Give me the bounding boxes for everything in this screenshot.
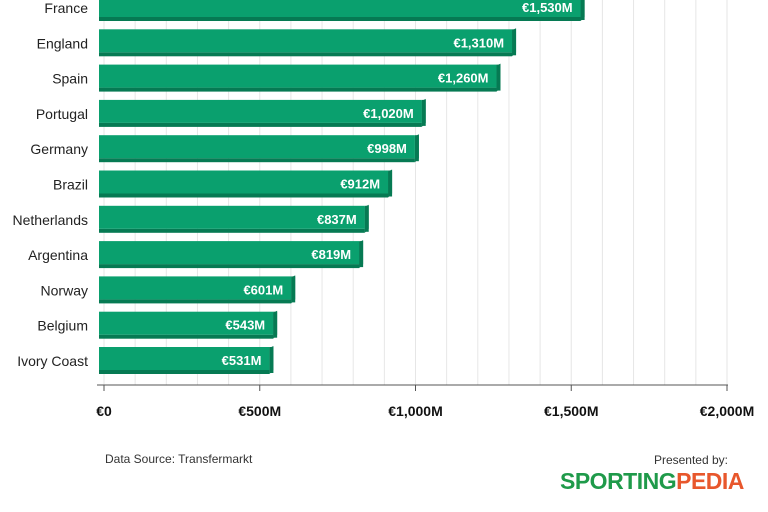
category-label: Brazil [53,177,88,193]
bar-side [414,135,419,162]
bar [99,276,292,300]
value-label: €998M [367,141,407,156]
bar-bottom [99,228,365,233]
bar-bottom [99,370,270,374]
bar-bottom [99,193,389,198]
category-label: Argentina [28,247,88,263]
value-label: €1,310M [453,35,504,50]
x-tick-label: €500M [238,403,281,419]
x-tick-label: €1,500M [544,403,598,419]
bar [99,170,389,194]
bar-bottom [99,87,497,92]
bar-side [359,241,364,268]
category-label: Norway [41,282,88,298]
x-tick-label: €2,000M [700,403,754,419]
value-label: €601M [243,282,283,297]
value-label: €543M [225,318,265,333]
value-label: €912M [340,177,380,192]
logo-text-pedia: PEDIA [676,467,744,494]
bar [99,347,270,370]
category-label: Netherlands [13,212,89,228]
bar-side [496,64,501,91]
bar [99,135,415,159]
bar-bottom [99,299,292,304]
category-label: Ivory Coast [17,353,88,369]
sportingpedia-logo: SPORTINGPEDIA [556,466,744,496]
bar-side [580,0,585,20]
category-label: England [37,35,88,51]
bar-side [269,347,274,373]
value-label: €531M [222,353,262,368]
bar-side [273,311,278,338]
x-tick-label: €1,000M [388,403,442,419]
presented-by-label: Presented by: [653,453,728,467]
bar-side [364,205,369,232]
bar [99,311,274,335]
value-label: €837M [317,212,357,227]
logo-wordmark: SPORTINGPEDIA [560,468,744,495]
bar-side [291,276,296,303]
bar [99,0,581,17]
value-label: €1,020M [363,106,414,121]
x-axis: €0 €500M €1,000M €1,500M €2,000M [96,384,754,419]
data-source-note: Data Source: Transfermarkt [105,452,253,466]
value-label: €1,530M [522,0,573,15]
category-label: France [44,0,88,16]
bars: France €1,530M England €1,310M Spain €1,260M P… [13,0,585,374]
category-label: Spain [52,71,88,87]
bar-bottom [99,52,513,57]
bar [99,205,365,229]
bar [99,64,497,88]
bar [99,99,422,123]
bar-bottom [99,334,274,339]
bar-bottom [99,17,581,21]
category-label: Belgium [37,318,88,334]
bar-side [388,170,393,197]
bar [99,241,360,265]
category-label: Germany [30,141,88,157]
value-label: €1,260M [438,71,489,86]
bar-side [421,99,426,126]
gridlines [103,0,728,385]
x-tick-label: €0 [96,403,112,419]
bar-chart: France €1,530M England €1,310M Spain €1,260M P… [13,0,754,419]
value-label: €819M [311,247,351,262]
bar-bottom [99,122,422,127]
bar [99,29,513,53]
category-label: Portugal [36,106,88,122]
bar-bottom [99,158,415,163]
bar-bottom [99,264,360,269]
bar-side [512,29,517,56]
logo-text-sporting: SPORTING [560,467,677,494]
